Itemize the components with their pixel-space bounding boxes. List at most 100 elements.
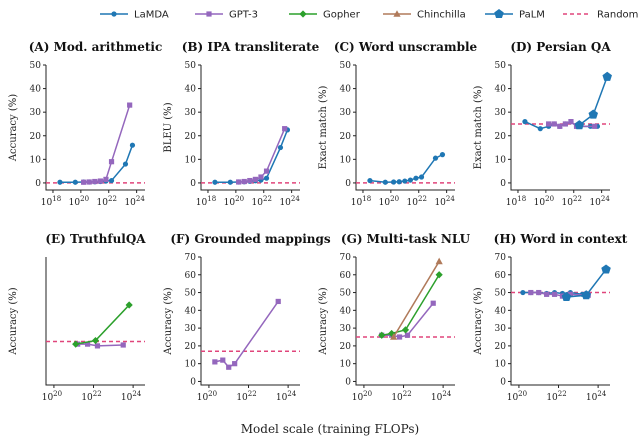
x-tick-label: 1022: [97, 195, 117, 208]
y-tick-label: 50: [495, 61, 507, 71]
legend-label: GPT-3: [229, 10, 258, 21]
data-point: [129, 142, 136, 148]
data-point: [236, 179, 242, 185]
series-gpt-3: [236, 126, 288, 185]
data-point: [396, 179, 402, 185]
data-point: [122, 161, 129, 167]
data-point: [435, 271, 443, 279]
data-point: [212, 179, 218, 185]
data-point: [227, 179, 233, 185]
y-tick-label: 40: [340, 306, 352, 316]
y-tick-label: 0: [500, 179, 506, 189]
data-point: [601, 264, 611, 274]
chart-title: (H) Word in context: [494, 232, 628, 246]
y-tick-label: 20: [495, 132, 507, 142]
data-point: [413, 175, 419, 181]
data-point: [581, 290, 591, 300]
legend-marker: [111, 11, 117, 17]
data-point: [435, 257, 443, 265]
chart-title: (C) Word unscramble: [334, 40, 478, 54]
data-point: [568, 119, 574, 125]
axis-lines: [355, 65, 455, 191]
legend-label: Random: [597, 10, 638, 21]
x-tick-label: 1024: [434, 195, 455, 208]
data-point: [544, 291, 550, 297]
legend-item: Gopher: [289, 10, 361, 21]
y-axis-label: Exact match (%): [318, 86, 329, 170]
data-point: [72, 179, 78, 185]
data-point: [592, 123, 598, 129]
data-point: [92, 178, 98, 185]
x-tick-label: 1020: [379, 195, 399, 208]
legend-label: PaLM: [519, 10, 545, 21]
series-line: [214, 301, 279, 369]
axis-lines: [355, 257, 455, 386]
y-tick-label: 30: [185, 324, 197, 334]
series-line: [369, 153, 443, 183]
x-tick-label: 1022: [81, 390, 101, 403]
y-tick-label: 10: [340, 360, 352, 370]
legend-label: Chinchilla: [417, 10, 466, 21]
y-tick-label: 40: [340, 85, 352, 95]
data-point: [277, 144, 284, 151]
data-point: [528, 289, 534, 296]
data-point: [212, 359, 218, 365]
y-axis-label: Accuracy (%): [163, 287, 174, 355]
y-tick-label: 50: [30, 61, 42, 71]
y-tick-label: 60: [495, 271, 507, 281]
x-axis-label: Model scale (training FLOPs): [241, 422, 419, 436]
x-tick-label: 1022: [236, 390, 256, 403]
data-point: [86, 179, 92, 185]
y-tick-label: 20: [495, 342, 507, 352]
x-tick-label: 1024: [586, 390, 607, 403]
x-tick-label: 1024: [279, 195, 300, 208]
y-tick-label: 50: [185, 61, 197, 71]
data-point: [561, 292, 572, 302]
data-point: [407, 177, 413, 183]
x-tick-label: 1018: [351, 195, 371, 208]
data-point: [108, 159, 115, 165]
legend-marker: [206, 11, 212, 17]
series-gopher: [378, 271, 443, 339]
x-tick-label: 1018: [41, 195, 61, 208]
y-axis-label: Accuracy (%): [8, 287, 19, 355]
series-line: [381, 274, 440, 336]
data-point: [391, 179, 397, 185]
data-point: [602, 71, 612, 81]
data-point: [108, 177, 115, 184]
series-lamda: [212, 127, 291, 185]
data-point: [546, 121, 552, 127]
data-point: [382, 179, 388, 185]
y-tick-label: 40: [30, 85, 42, 95]
y-tick-label: 30: [30, 108, 42, 118]
legend-label: Gopher: [323, 10, 361, 21]
y-tick-label: 50: [340, 289, 352, 299]
series-palm: [561, 264, 611, 302]
data-point: [432, 155, 439, 161]
series-line: [77, 343, 124, 347]
data-point: [127, 102, 133, 108]
legend-item: Chinchilla: [383, 10, 466, 21]
series-lamda: [57, 142, 136, 185]
y-tick-label: 0: [345, 377, 351, 387]
axis-lines: [200, 257, 300, 386]
data-point: [91, 336, 100, 345]
axis-lines: [45, 257, 145, 386]
data-point: [226, 364, 232, 370]
axis-lines: [510, 65, 610, 191]
data-point: [551, 291, 558, 297]
legend-item: PaLM: [485, 9, 545, 21]
series-line: [392, 261, 440, 338]
y-tick-label: 20: [185, 132, 197, 142]
data-point: [282, 126, 288, 132]
data-point: [404, 332, 411, 338]
data-point: [396, 334, 403, 340]
series-gpt-3: [528, 289, 591, 299]
y-tick-label: 10: [185, 360, 197, 370]
data-point: [430, 300, 436, 306]
data-point: [520, 289, 526, 296]
